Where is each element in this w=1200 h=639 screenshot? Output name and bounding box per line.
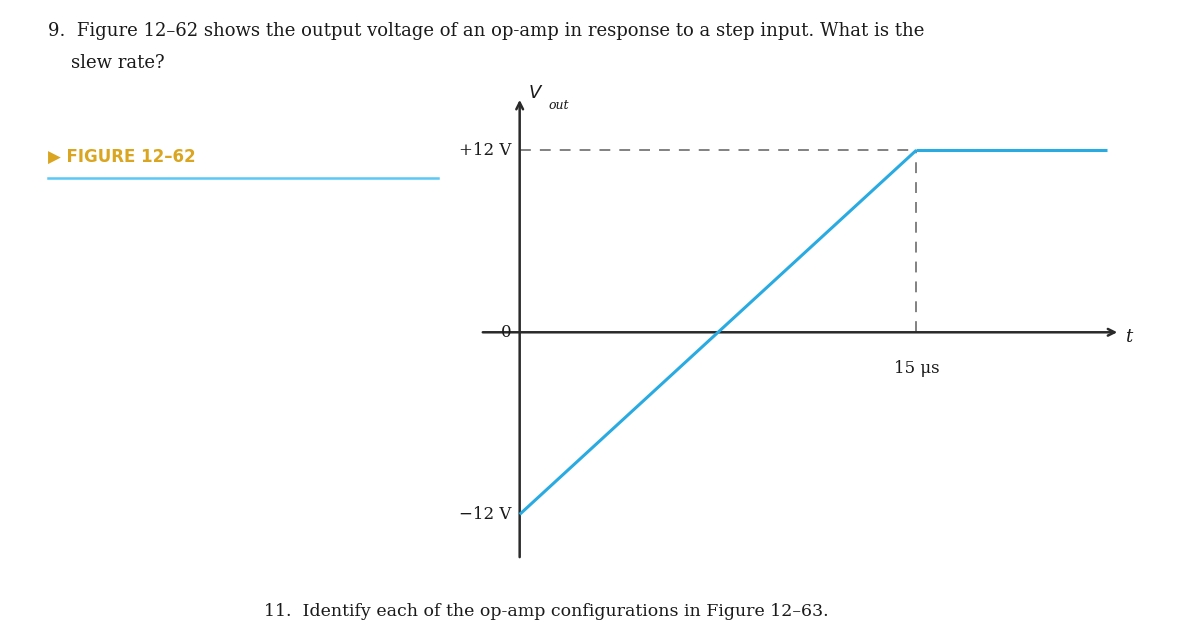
- Text: 15 μs: 15 μs: [894, 360, 940, 376]
- Text: 11.  Identify each of the op-amp configurations in Figure 12–63.: 11. Identify each of the op-amp configur…: [264, 603, 829, 620]
- Text: t: t: [1126, 328, 1133, 346]
- Text: out: out: [548, 99, 569, 112]
- Text: +12 V: +12 V: [460, 142, 511, 158]
- Text: −12 V: −12 V: [460, 506, 511, 523]
- Text: slew rate?: slew rate?: [48, 54, 164, 72]
- Text: 9.  Figure 12–62 shows the output voltage of an op-amp in response to a step inp: 9. Figure 12–62 shows the output voltage…: [48, 22, 924, 40]
- Text: $V$: $V$: [528, 84, 542, 102]
- Text: ▶ FIGURE 12–62: ▶ FIGURE 12–62: [48, 148, 196, 166]
- Text: 0: 0: [502, 324, 511, 341]
